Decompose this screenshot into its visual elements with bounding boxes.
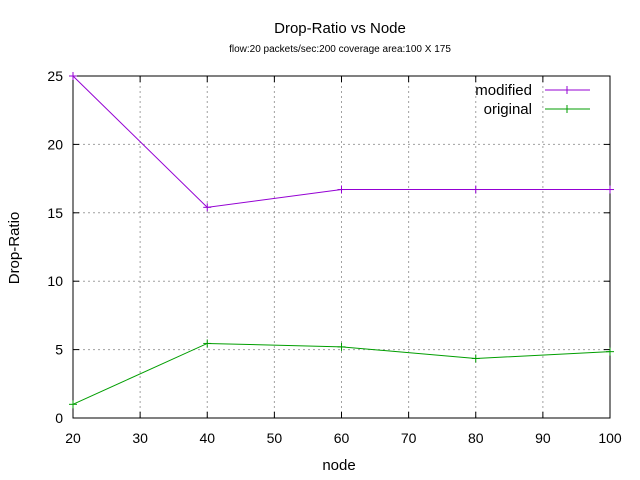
data-point-modified (69, 72, 77, 80)
x-tick-label: 20 (65, 430, 81, 446)
y-tick-label: 15 (47, 205, 63, 221)
x-tick-label: 30 (132, 430, 148, 446)
grid (73, 76, 610, 418)
y-axis-label: Drop-Ratio (6, 212, 23, 285)
x-axis-label: node (322, 457, 355, 474)
legend-label-modified: modified (475, 82, 532, 99)
legend: modified original (475, 82, 590, 118)
chart-title: Drop-Ratio vs Node (274, 20, 406, 37)
y-tick-label: 10 (47, 273, 63, 289)
x-tick-label: 80 (468, 430, 484, 446)
axis-ticks: 20 30 40 50 60 70 80 90 100 0 5 10 15 20 25 (47, 68, 621, 446)
data-point-original (606, 347, 614, 356)
x-tick-label: 90 (535, 430, 551, 446)
data-point-modified (606, 185, 614, 194)
y-tick-label: 5 (55, 342, 63, 358)
data-point-modified (471, 185, 480, 194)
y-tick-label: 0 (55, 410, 63, 426)
data-point-modified (203, 203, 212, 212)
data-point-modified (337, 185, 346, 194)
y-tick-label: 25 (47, 68, 63, 84)
legend-label-original: original (484, 101, 532, 118)
chart-subtitle: flow:20 packets/sec:200 coverage area:10… (229, 44, 451, 55)
x-tick-label: 70 (401, 430, 417, 446)
series-lines (69, 72, 614, 409)
x-tick-label: 100 (598, 430, 622, 446)
data-point-original (203, 339, 212, 348)
y-tick-label: 20 (47, 136, 63, 152)
data-point-original (69, 400, 77, 409)
data-point-original (471, 354, 480, 363)
x-tick-label: 60 (334, 430, 350, 446)
x-tick-label: 50 (267, 430, 283, 446)
data-point-original (337, 342, 346, 351)
x-tick-label: 40 (199, 430, 215, 446)
